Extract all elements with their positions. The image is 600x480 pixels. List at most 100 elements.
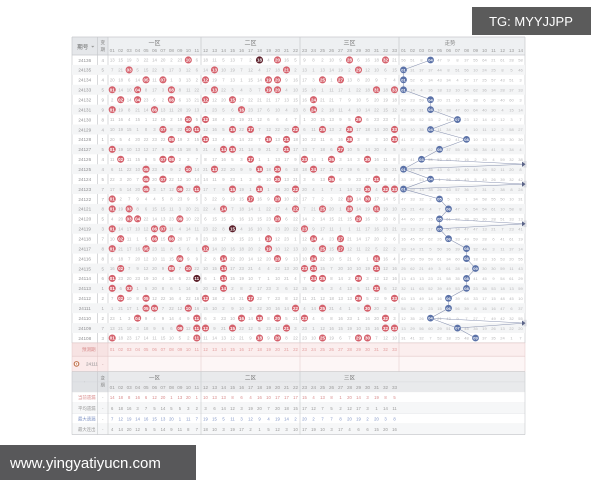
svg-text:11: 11 bbox=[194, 127, 199, 132]
svg-text:14: 14 bbox=[410, 87, 415, 92]
svg-text:61: 61 bbox=[509, 236, 514, 241]
svg-text:18: 18 bbox=[437, 87, 442, 92]
svg-text:17: 17 bbox=[293, 395, 298, 400]
svg-text:17: 17 bbox=[356, 127, 361, 132]
svg-text:09: 09 bbox=[177, 48, 183, 53]
svg-text:10: 10 bbox=[473, 68, 478, 73]
svg-text:38: 38 bbox=[500, 187, 505, 192]
svg-text:13: 13 bbox=[212, 347, 217, 352]
svg-text:14: 14 bbox=[118, 87, 123, 92]
svg-text:10: 10 bbox=[392, 207, 397, 212]
svg-text:61: 61 bbox=[500, 58, 505, 63]
svg-text:20: 20 bbox=[135, 187, 140, 192]
svg-text:11: 11 bbox=[212, 177, 217, 182]
svg-text:19: 19 bbox=[275, 416, 280, 421]
svg-text:47: 47 bbox=[401, 197, 406, 202]
svg-text:33: 33 bbox=[518, 87, 523, 92]
svg-text:30: 30 bbox=[365, 197, 371, 202]
svg-text:37: 37 bbox=[509, 87, 514, 92]
svg-text:21: 21 bbox=[338, 217, 343, 222]
svg-text:13: 13 bbox=[401, 326, 406, 331]
svg-text:53: 53 bbox=[419, 177, 424, 182]
svg-text:28: 28 bbox=[455, 266, 460, 271]
svg-text:37: 37 bbox=[410, 177, 415, 182]
svg-text:17: 17 bbox=[284, 395, 289, 400]
svg-text:20: 20 bbox=[161, 395, 166, 400]
svg-text:13: 13 bbox=[347, 286, 352, 291]
svg-text:11: 11 bbox=[212, 58, 217, 63]
svg-text:19: 19 bbox=[239, 276, 244, 281]
svg-text:14: 14 bbox=[248, 316, 253, 321]
svg-text:22: 22 bbox=[221, 167, 226, 172]
svg-text:11: 11 bbox=[491, 48, 496, 53]
svg-text:13: 13 bbox=[446, 87, 451, 92]
svg-text:23: 23 bbox=[169, 217, 174, 222]
svg-text:54: 54 bbox=[401, 306, 406, 311]
svg-text:01: 01 bbox=[110, 147, 116, 152]
svg-text:28: 28 bbox=[491, 217, 496, 222]
svg-text:14: 14 bbox=[221, 48, 227, 53]
svg-text:20: 20 bbox=[230, 167, 235, 172]
svg-text:13: 13 bbox=[178, 395, 183, 400]
svg-text:19: 19 bbox=[266, 236, 272, 241]
svg-text:18: 18 bbox=[118, 395, 123, 400]
svg-text:26: 26 bbox=[329, 385, 335, 390]
svg-text:15: 15 bbox=[127, 127, 132, 132]
svg-text:16: 16 bbox=[230, 246, 235, 251]
svg-text:38: 38 bbox=[464, 217, 469, 222]
svg-text:28: 28 bbox=[347, 197, 353, 202]
svg-text:23: 23 bbox=[464, 117, 469, 122]
svg-text:54: 54 bbox=[482, 207, 487, 212]
svg-text:13: 13 bbox=[383, 226, 388, 231]
svg-text:13: 13 bbox=[347, 296, 352, 301]
svg-text:34: 34 bbox=[446, 256, 451, 261]
svg-text:24116: 24116 bbox=[79, 256, 92, 261]
svg-text:55: 55 bbox=[518, 316, 523, 321]
svg-text:24: 24 bbox=[518, 187, 523, 192]
svg-text:20: 20 bbox=[365, 78, 370, 83]
svg-text:10: 10 bbox=[152, 276, 157, 281]
svg-text:25: 25 bbox=[491, 68, 496, 73]
svg-text:13: 13 bbox=[320, 68, 325, 73]
svg-text:23: 23 bbox=[203, 226, 208, 231]
svg-text:07: 07 bbox=[160, 127, 166, 132]
svg-text:15: 15 bbox=[329, 217, 334, 222]
svg-text:20: 20 bbox=[383, 427, 388, 432]
svg-text:11: 11 bbox=[392, 406, 397, 411]
svg-text:20: 20 bbox=[374, 97, 379, 102]
svg-text:15: 15 bbox=[230, 347, 235, 352]
svg-text:18: 18 bbox=[293, 167, 298, 172]
svg-text:12: 12 bbox=[230, 336, 235, 341]
svg-text:57: 57 bbox=[419, 167, 424, 172]
svg-text:12: 12 bbox=[491, 127, 496, 132]
svg-text:15: 15 bbox=[257, 217, 262, 222]
svg-text:23: 23 bbox=[275, 226, 280, 231]
svg-text:期号: 期号 bbox=[77, 44, 89, 51]
svg-text:32: 32 bbox=[383, 187, 389, 192]
svg-text:20: 20 bbox=[161, 58, 166, 63]
svg-text:50: 50 bbox=[437, 246, 442, 251]
svg-text:12: 12 bbox=[311, 406, 316, 411]
svg-text:走势: 走势 bbox=[445, 39, 456, 47]
svg-text:29: 29 bbox=[356, 336, 362, 341]
svg-text:23: 23 bbox=[127, 336, 132, 341]
svg-text:17: 17 bbox=[284, 157, 289, 162]
svg-text:13: 13 bbox=[401, 276, 406, 281]
svg-text:16: 16 bbox=[257, 197, 262, 202]
svg-text:24125: 24125 bbox=[78, 167, 91, 172]
svg-text:20: 20 bbox=[266, 256, 271, 261]
svg-text:07: 07 bbox=[455, 48, 461, 53]
svg-text:58: 58 bbox=[509, 127, 514, 132]
svg-text:09: 09 bbox=[177, 217, 183, 222]
svg-text:32: 32 bbox=[383, 58, 389, 63]
svg-text:57: 57 bbox=[464, 78, 469, 83]
svg-text:62: 62 bbox=[428, 236, 433, 241]
svg-text:27: 27 bbox=[338, 78, 344, 83]
svg-text:10: 10 bbox=[356, 266, 361, 271]
svg-text:18: 18 bbox=[212, 117, 217, 122]
svg-text:28: 28 bbox=[347, 347, 352, 352]
svg-text:10: 10 bbox=[311, 87, 316, 92]
svg-text:17: 17 bbox=[365, 177, 370, 182]
svg-text:33: 33 bbox=[455, 236, 460, 241]
svg-text:16: 16 bbox=[248, 226, 253, 231]
